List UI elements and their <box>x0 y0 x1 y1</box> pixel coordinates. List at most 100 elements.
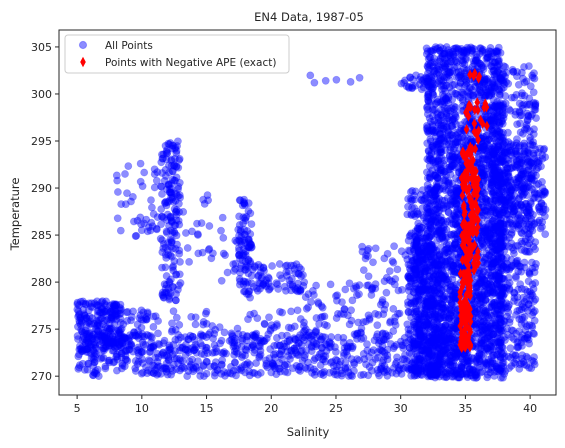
data-point <box>169 307 178 316</box>
data-point <box>92 325 101 334</box>
data-point <box>79 345 88 354</box>
data-point <box>185 257 193 266</box>
data-point <box>128 192 137 201</box>
data-point <box>108 308 117 317</box>
data-point <box>267 368 276 377</box>
data-point <box>197 219 206 227</box>
data-point <box>107 315 116 324</box>
data-point <box>427 357 436 366</box>
data-point <box>531 101 540 110</box>
data-point <box>102 342 110 351</box>
data-point <box>448 300 456 309</box>
data-point <box>406 73 414 82</box>
data-point <box>518 313 527 322</box>
data-point <box>202 357 211 366</box>
data-point <box>473 329 482 338</box>
data-point <box>241 368 249 377</box>
data-point <box>453 149 462 158</box>
data-point <box>241 251 250 259</box>
data-point <box>114 188 122 196</box>
data-point <box>413 265 422 274</box>
data-point <box>391 360 400 368</box>
data-point <box>394 286 403 295</box>
data-point <box>423 225 431 234</box>
data-point <box>94 301 103 309</box>
data-point <box>78 335 87 344</box>
data-point <box>501 63 510 71</box>
data-point <box>97 304 106 313</box>
data-point <box>100 332 109 340</box>
data-point <box>274 285 283 293</box>
data-point <box>327 333 336 341</box>
data-point <box>171 176 179 185</box>
data-point <box>376 300 385 309</box>
data-point <box>117 349 126 358</box>
data-point <box>221 371 229 380</box>
data-point <box>93 307 102 316</box>
data-point <box>410 333 418 342</box>
data-point <box>134 343 142 352</box>
data-point <box>332 75 341 84</box>
data-point <box>306 71 315 80</box>
data-point <box>371 244 380 253</box>
data-point <box>118 364 126 373</box>
data-point <box>239 219 247 228</box>
data-point <box>172 210 181 219</box>
data-point <box>371 284 380 293</box>
data-point <box>287 307 295 316</box>
data-point <box>371 355 380 363</box>
data-point <box>103 316 111 325</box>
data-point <box>147 218 156 227</box>
data-point <box>133 360 142 368</box>
data-point <box>109 339 117 347</box>
data-point <box>81 299 90 308</box>
data-point <box>191 313 200 322</box>
data-point <box>181 229 190 237</box>
data-point <box>105 332 114 341</box>
data-point <box>101 307 110 316</box>
data-point <box>286 280 295 289</box>
data-point <box>73 298 82 307</box>
data-point <box>260 320 269 329</box>
data-point <box>198 331 207 340</box>
data-point <box>88 314 97 323</box>
data-point <box>111 309 120 318</box>
data-point <box>94 321 102 330</box>
data-point <box>80 310 88 319</box>
data-point <box>205 222 214 230</box>
data-point <box>76 342 84 350</box>
data-point <box>162 185 171 194</box>
data-point <box>352 283 361 292</box>
data-point <box>421 339 430 348</box>
data-point <box>98 309 107 317</box>
data-point <box>209 334 217 343</box>
data-point <box>223 268 232 277</box>
data-point <box>410 288 418 297</box>
data-point <box>373 321 382 330</box>
data-point <box>448 134 457 143</box>
data-point <box>341 285 350 294</box>
data-point <box>452 68 461 77</box>
data-point <box>396 337 405 346</box>
data-point <box>155 340 164 349</box>
data-point <box>442 122 451 131</box>
data-point <box>167 193 175 202</box>
data-point <box>85 317 94 326</box>
data-point <box>318 343 326 352</box>
data-point <box>249 282 258 291</box>
data-point <box>418 276 427 285</box>
data-point <box>81 338 90 347</box>
data-point <box>501 367 510 375</box>
data-point <box>424 82 433 90</box>
chart-title: EN4 Data, 1987-05 <box>254 10 364 24</box>
data-point <box>310 370 319 379</box>
data-point <box>218 356 227 365</box>
data-point <box>94 326 102 335</box>
data-point <box>441 95 450 104</box>
data-point <box>83 338 92 346</box>
data-point <box>503 128 512 137</box>
data-point <box>91 324 100 333</box>
data-point <box>117 200 126 208</box>
data-point <box>473 344 482 352</box>
